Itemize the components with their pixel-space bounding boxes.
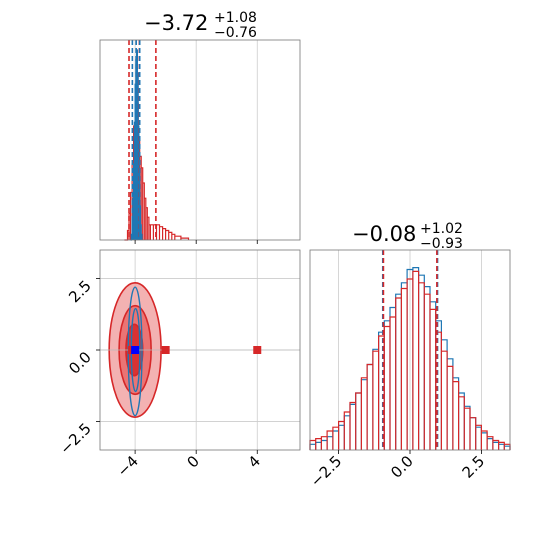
panel-frame — [99, 39, 301, 241]
title-1-median: −3.72 — [144, 11, 208, 35]
title-1-plus: +1.08 — [214, 10, 257, 26]
x-tick-label: 2.5 — [459, 452, 489, 482]
title-param-2: −0.08 — [352, 222, 416, 246]
x-tick-label: −4 — [114, 452, 142, 480]
y-tick-label: −2.5 — [56, 420, 94, 458]
x-tick-label: 4 — [245, 452, 264, 471]
x-tick-label: 0 — [184, 452, 203, 471]
joint-content — [100, 250, 300, 450]
y-tick-label: 2.5 — [65, 277, 95, 307]
title-2-plus: +1.02 — [420, 221, 463, 237]
x-tick-label: −2.5 — [307, 452, 345, 490]
title-2-minus: −0.93 — [420, 236, 463, 252]
joint-density-panel — [96, 249, 301, 454]
x-tick-label: 0.0 — [387, 452, 417, 482]
title-param-1: −3.72 — [144, 11, 208, 35]
marker-blue — [131, 346, 140, 354]
marker-red — [253, 346, 262, 354]
title-2-median: −0.08 — [352, 222, 416, 246]
marginal-param-1-panel — [99, 39, 301, 244]
y-tick-label: 0.0 — [65, 348, 95, 378]
marker-red — [161, 346, 170, 354]
histogram-red — [309, 270, 511, 450]
title-1-minus: −0.76 — [214, 25, 257, 41]
marginal-param-2-panel — [309, 249, 511, 454]
